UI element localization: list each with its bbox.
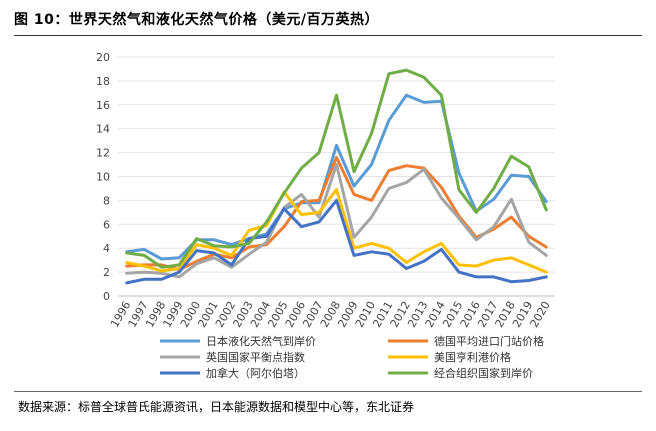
legend-label: 德国平均进口门站价格 xyxy=(434,334,544,348)
y-tick-label: 16 xyxy=(96,99,110,112)
legend-label: 加拿大（阿尔伯塔） xyxy=(206,366,305,380)
y-tick-label: 14 xyxy=(96,123,110,136)
y-tick-label: 10 xyxy=(96,171,110,184)
y-tick-label: 12 xyxy=(96,147,110,160)
legend-label: 英国国家平衡点指数 xyxy=(206,350,305,364)
series-line xyxy=(125,155,548,272)
line-chart: 0246810121416182019961997199819992000200… xyxy=(96,51,555,380)
legend-label: 日本液化天然气到岸价 xyxy=(206,334,316,348)
series-line xyxy=(125,68,548,269)
y-tick-label: 4 xyxy=(103,242,110,255)
source-rule xyxy=(14,391,642,392)
y-tick-label: 6 xyxy=(103,218,110,231)
source-note: 数据来源：标普全球普氏能源资讯，日本能源数据和模型中心等，东北证券 xyxy=(18,400,415,414)
y-tick-label: 2 xyxy=(103,266,110,279)
legend-label: 美国亨利港价格 xyxy=(434,350,511,364)
legend-label: 经合组织国家到岸价 xyxy=(434,366,533,380)
series-line xyxy=(125,188,548,274)
title-rule xyxy=(14,35,642,36)
y-tick-label: 8 xyxy=(103,194,110,207)
series-line xyxy=(125,163,548,279)
y-tick-label: 0 xyxy=(103,290,110,303)
page-title: 图 10：世界天然气和液化天然气价格（美元/百万英热） xyxy=(14,12,379,28)
series-line xyxy=(125,198,548,285)
y-tick-label: 20 xyxy=(96,51,110,64)
y-tick-label: 18 xyxy=(96,75,110,88)
